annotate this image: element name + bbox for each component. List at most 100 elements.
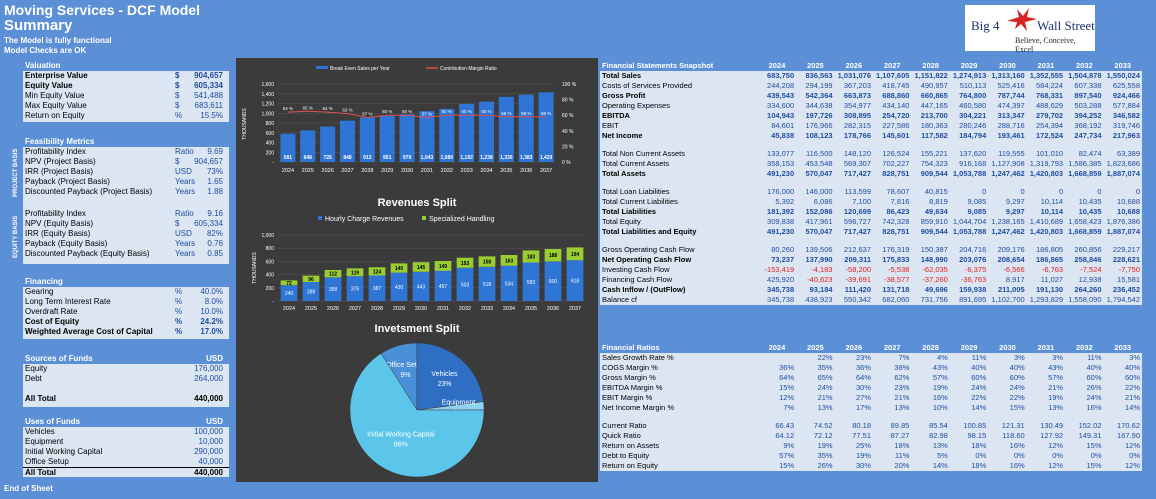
row-label: Total Current Liabilities	[602, 197, 678, 206]
bar-value-label: 358	[329, 287, 338, 293]
sources-total-value: 440,000	[194, 394, 223, 403]
bar-specialized	[522, 250, 540, 263]
table-cell: 12%	[1124, 441, 1140, 450]
bar-value-label: 1,383	[520, 155, 533, 161]
table-cell: 5,392	[775, 197, 795, 206]
table-cell: 1,668,859	[1068, 227, 1102, 236]
table-cell: 569,307	[843, 159, 871, 168]
table-cell: 60%	[971, 373, 987, 382]
table-cell: 43%	[1048, 363, 1064, 372]
metric-value: 904,657	[194, 157, 223, 166]
table-cell: 1,319,793	[1029, 159, 1064, 168]
metric-label: Discounted Payback (Equity Basis)	[25, 249, 150, 258]
sources-title: Sources of Funds	[25, 354, 93, 363]
bar-value-label: 457	[439, 284, 448, 290]
table-cell: 768,331	[1035, 91, 1064, 100]
valuation-header: Valuation	[23, 61, 229, 71]
table-cell: 15%	[1009, 403, 1025, 412]
bar-value-label: 387	[373, 286, 382, 292]
x-tick: 2030	[415, 306, 427, 312]
uses-title: Uses of Funds	[25, 417, 81, 426]
table-cell: 229,217	[1112, 245, 1140, 254]
table-cell: 19%	[1048, 393, 1064, 402]
table-cell: 1,151,822	[914, 71, 948, 80]
table-cell: 1,410,689	[1029, 217, 1064, 226]
revenues-split-chart: Hourly Charge Revenues Specialized Handli…	[252, 216, 586, 312]
metric-label: Vehicles	[25, 427, 55, 436]
table-cell: 212,637	[843, 245, 871, 254]
pie-slice	[416, 342, 484, 411]
table-cell: 8,917	[1005, 275, 1025, 284]
table-cell: 9,085	[967, 197, 987, 206]
bar-hourly	[522, 262, 540, 301]
table-row: COGS Margin % 36% 35% 36% 38% 43% 40% 40% 43% 40%…	[600, 363, 1142, 373]
legend-swatch	[422, 216, 426, 220]
table-cell: 149.31	[1078, 431, 1102, 440]
metric-row: Equity 176,000	[23, 364, 229, 374]
table-cell: 13%	[894, 403, 910, 412]
metric-value: 73%	[206, 167, 223, 176]
table-cell: 178,766	[843, 131, 871, 140]
y2-tick: 80 %	[562, 98, 574, 104]
break-even-chart: THOUSANDS 1,600 1,400 1,200 1,000 800 600 400 20…	[242, 66, 577, 174]
metric-row: NPV (Equity Basis) $605,334	[23, 219, 229, 229]
table-cell: 282,315	[843, 121, 871, 130]
table-cell: 0%	[975, 451, 987, 460]
row-label: Gross Profit	[602, 91, 646, 100]
table-cell: 19%	[932, 383, 948, 392]
metric-value: 290,000	[194, 447, 223, 456]
margin-label: 57 %	[362, 112, 372, 117]
bar-value-label: 145	[417, 265, 426, 271]
row-label: Net Income Margin %	[602, 403, 675, 412]
table-cell: 74.52	[813, 421, 833, 430]
table-cell: 254,720	[882, 111, 910, 120]
metric-label: NPV (Project Basis)	[25, 157, 96, 166]
metric-unit: Years	[175, 249, 196, 258]
y2-tick: 0 %	[562, 160, 571, 166]
table-cell: 3%	[1129, 353, 1140, 362]
bar-value-label: 581	[284, 155, 293, 161]
eagle-icon	[1007, 8, 1037, 31]
footer-text: End of Sheet	[4, 484, 53, 493]
row-label: Total Current Assets	[602, 159, 670, 168]
table-cell: 1,823,686	[1106, 159, 1140, 168]
table-cell: 1,293,829	[1029, 295, 1064, 304]
table-header-row: Financial Statements Snapshot 2024 2025 202…	[600, 61, 1142, 71]
table-cell: 7%	[898, 353, 910, 362]
table-cell: 78,607	[886, 187, 910, 196]
table-cell: 63,389	[1117, 149, 1140, 158]
metric-label: Long Term Interest Rate	[25, 297, 111, 306]
table-cell: 181,392	[767, 207, 795, 216]
table-row: Total Liabilities 181,392 152,086 120,699 86…	[600, 207, 1142, 217]
bar-hourly	[324, 277, 342, 301]
bar-specialized	[302, 275, 320, 282]
x-tick: 2036	[520, 168, 532, 174]
table-cell: -6,375	[964, 265, 987, 274]
table-cell: 60%	[1009, 373, 1025, 382]
uses-total-value: 440,000	[194, 468, 223, 477]
table-cell: 113,599	[844, 187, 871, 196]
margin-label: 60 %	[402, 109, 412, 114]
metric-row: Profitability Index Ratio 9.16	[23, 209, 229, 219]
table-cell: 859,910	[920, 217, 948, 226]
logo-tagline: Believe, Conceive, Excel	[1015, 36, 1076, 54]
table-cell: 86,423	[886, 207, 910, 216]
table-title: Financial Ratios	[600, 343, 758, 353]
bar-value-label: 124	[373, 269, 382, 275]
table-cell: 19%	[817, 441, 833, 450]
table-cell: 13%	[817, 403, 833, 412]
table-cell: 294,199	[805, 81, 833, 90]
bar-value-label: 119	[351, 270, 359, 276]
bar-value-label: 583	[527, 280, 536, 286]
metric-label: Profitability Index	[25, 209, 86, 218]
year-header: 2024	[757, 61, 797, 71]
table-cell: 13%	[1048, 403, 1064, 412]
table-row: Total Liabilities and Equity 491,230 570,0…	[600, 227, 1142, 237]
row-label: Investing Cash Flow	[602, 265, 670, 274]
table-cell: 503,288	[1074, 101, 1102, 110]
table-cell: 0	[1058, 187, 1064, 196]
page-title: Summary	[4, 17, 73, 34]
table-cell: 1,668,859	[1068, 169, 1102, 178]
table-cell: 211,005	[997, 285, 1025, 294]
metric-unit: $	[175, 91, 180, 100]
